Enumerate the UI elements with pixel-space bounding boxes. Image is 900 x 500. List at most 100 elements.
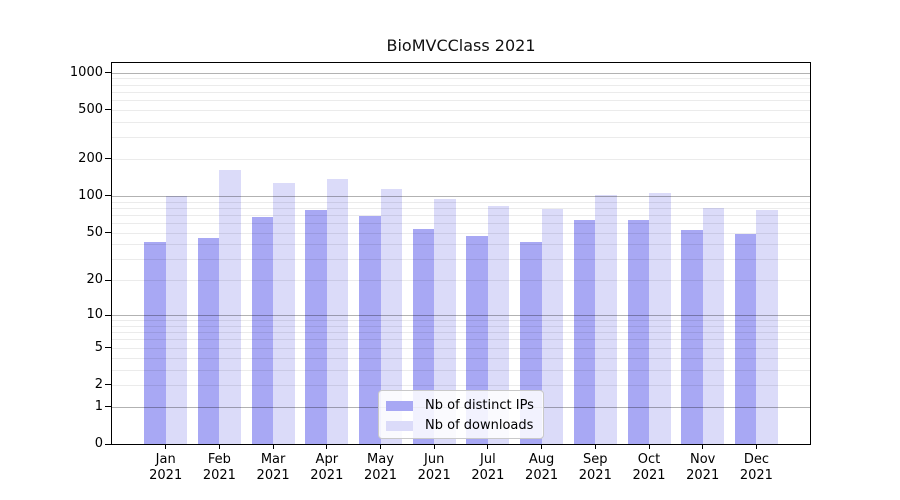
bar-distinct-ips [197, 238, 220, 444]
y-tick [105, 406, 111, 408]
x-tick-month: Mar [260, 452, 286, 467]
gridline-minor [112, 121, 810, 123]
x-tick-year: 2021 [363, 468, 398, 483]
x-tick [433, 444, 435, 449]
y-tick-label: 100 [78, 187, 103, 203]
x-tick-month: Feb [207, 452, 231, 467]
y-tick [105, 72, 111, 74]
gridline-minor [112, 232, 810, 234]
x-tick-year: 2021 [202, 468, 236, 483]
x-tick [380, 444, 381, 449]
gridline-minor [112, 369, 810, 371]
y-tick [105, 314, 111, 316]
x-tick-label: Jan 2021 [139, 452, 193, 484]
bar-distinct-ips [681, 229, 703, 444]
bar-distinct-ips [734, 233, 757, 444]
gridline-major [112, 195, 810, 197]
legend-item-downloads: Nb of downloads [386, 416, 543, 436]
bar-downloads [756, 209, 778, 444]
gridline-minor [112, 84, 810, 86]
y-tick-label: 5 [94, 339, 103, 355]
x-tick [487, 444, 489, 449]
bar-downloads [649, 192, 671, 444]
gridline-minor [112, 201, 810, 203]
x-tick-label: May 2021 [354, 452, 408, 484]
y-tick [105, 384, 111, 386]
bar-distinct-ips [144, 241, 166, 444]
gridline-minor [112, 259, 810, 261]
gridline-minor [112, 325, 810, 327]
x-tick-label: Nov 2021 [676, 452, 730, 484]
x-tick-label: Dec 2021 [729, 452, 783, 484]
x-tick [326, 444, 328, 449]
bar-downloads [487, 206, 510, 444]
y-tick [105, 109, 111, 111]
y-tick-label: 200 [78, 150, 103, 166]
bar-distinct-ips [251, 217, 274, 444]
y-tick [105, 195, 111, 197]
y-tick-label: 20 [86, 272, 103, 288]
legend: Nb of distinct IPs Nb of downloads [378, 390, 544, 439]
x-tick-year: 2021 [632, 468, 666, 483]
x-tick-label: Jun 2021 [407, 452, 461, 484]
x-tick-year: 2021 [310, 468, 344, 483]
gridline-minor [112, 384, 810, 386]
x-tick-month: Jan [155, 452, 176, 467]
x-tick [702, 444, 704, 449]
y-tick [105, 347, 111, 349]
x-tick [594, 444, 596, 449]
x-tick-year: 2021 [739, 468, 773, 483]
y-tick-label: 50 [86, 224, 103, 240]
plot-area [111, 62, 811, 445]
y-tick-label: 0 [94, 436, 103, 451]
x-tick-label: Feb 2021 [192, 452, 246, 484]
x-tick [648, 444, 650, 449]
gridline-minor [112, 244, 810, 246]
y-tick-label: 500 [78, 101, 103, 117]
y-tick-label: 1 [94, 398, 103, 414]
x-tick-year: 2021 [256, 468, 290, 483]
x-tick-month: Oct [637, 452, 661, 467]
x-tick-year: 2021 [149, 468, 183, 483]
x-tick-label: Aug 2021 [515, 452, 569, 484]
x-tick-label: Oct 2021 [622, 452, 676, 484]
x-tick-year: 2021 [686, 468, 720, 483]
gridline-minor [112, 280, 810, 282]
bar-downloads [219, 169, 241, 444]
gridline-minor [112, 347, 810, 349]
gridline-minor [112, 91, 810, 93]
x-tick-month: Jul [480, 452, 496, 467]
x-tick-month: Nov [690, 452, 716, 467]
x-tick [755, 444, 757, 449]
gridline-minor [112, 207, 810, 209]
x-tick-label: Apr 2021 [300, 452, 354, 484]
gridline-minor [112, 158, 810, 160]
legend-swatch-downloads [386, 421, 413, 431]
gridline-minor [112, 137, 810, 139]
bar-downloads [326, 179, 349, 444]
x-tick [541, 444, 543, 449]
x-tick-month: Dec [743, 452, 769, 467]
gridline-minor [112, 78, 810, 80]
x-tick-year: 2021 [417, 468, 451, 483]
x-tick [218, 444, 220, 449]
gridline-minor [112, 223, 810, 224]
bar-downloads [380, 189, 402, 444]
bar-distinct-ips [305, 209, 327, 444]
gridline-major [112, 72, 810, 74]
bar-downloads [595, 194, 617, 444]
y-tick [105, 158, 111, 160]
gridline-minor [112, 214, 810, 216]
bar-distinct-ips [627, 220, 649, 444]
x-tick-label: Mar 2021 [246, 452, 300, 484]
y-tick-label: 10 [86, 307, 103, 323]
bar-distinct-ips [359, 215, 381, 444]
legend-swatch-distinct-ips [386, 401, 413, 411]
x-tick-year: 2021 [525, 468, 559, 483]
y-tick [105, 232, 111, 234]
bar-downloads [434, 199, 456, 444]
x-tick-label: Sep 2021 [568, 452, 622, 484]
legend-label-distinct-ips: Nb of distinct IPs [425, 398, 534, 413]
x-tick [272, 444, 274, 449]
legend-label-downloads: Nb of downloads [425, 418, 534, 433]
